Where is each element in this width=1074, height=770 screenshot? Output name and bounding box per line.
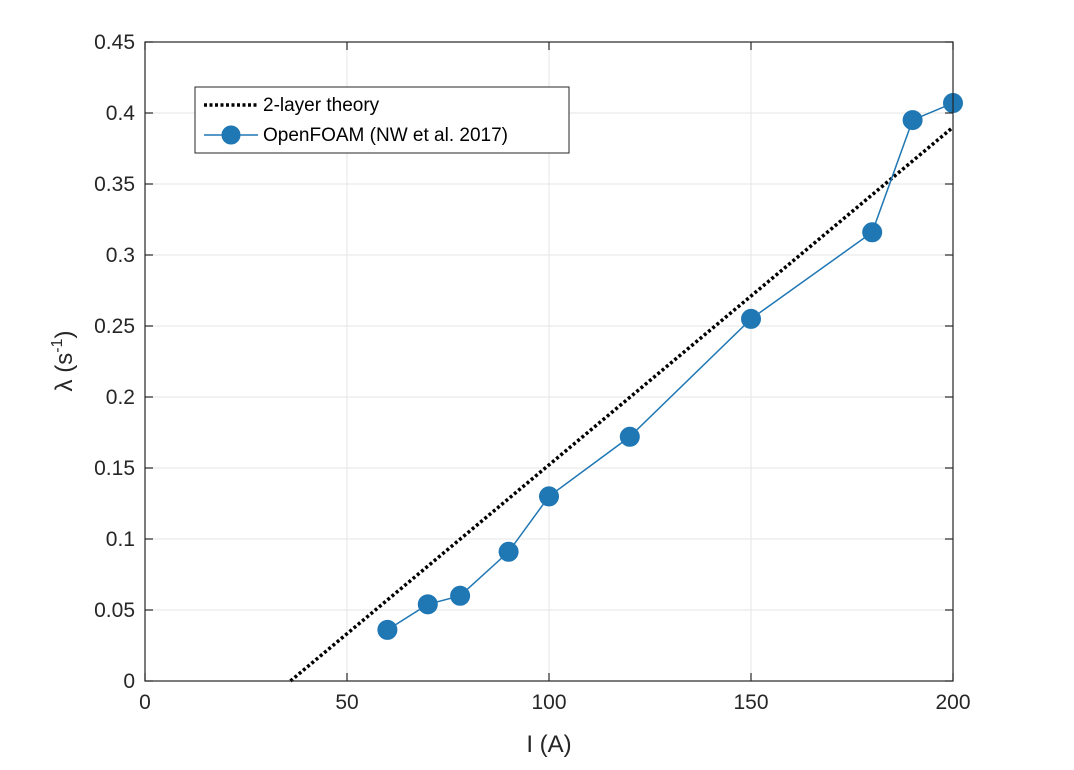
series-openfoam-line [386,102,954,631]
y-tick-label: 0.05 [94,599,135,622]
y-tick-label: 0.25 [94,315,135,338]
y-axis-label-close: ) [51,331,78,339]
x-tick-label: 0 [139,691,151,714]
y-tick-label: 0.3 [106,244,135,267]
openfoam-point [417,594,438,615]
legend: 2-layer theory OpenFOAM (NW et al. 2017) [194,86,570,154]
legend-label-theory: 2-layer theory [263,95,380,116]
y-tick-label: 0.45 [94,31,135,54]
y-tick-label: 0.15 [94,457,135,480]
y-axis-label-sup: -1 [49,338,66,352]
openfoam-point [862,222,883,243]
x-tick-label: 150 [733,691,768,714]
y-axis-label-base: λ (s [51,353,78,392]
x-axis-label: I (A) [526,731,571,758]
openfoam-point [377,619,398,640]
y-tick-label: 0.1 [106,528,135,551]
openfoam-point [539,486,559,507]
series-theory-line [289,125,955,683]
x-tick-label: 50 [335,691,358,714]
openfoam-point [498,541,519,562]
openfoam-point [741,308,761,329]
tick-labels: 0 50 100 150 200 0 0.05 0.1 0.15 0.2 0.25 0.3 0.35 0.… [94,31,970,714]
y-tick-label: 0 [123,670,135,693]
openfoam-point [450,585,471,606]
y-tick-label: 0.4 [106,102,136,125]
x-tick-label: 100 [531,691,566,714]
openfoam-point [902,110,923,131]
legend-box [194,86,570,154]
y-axis-label: λ (s-1) [49,331,78,392]
y-tick-label: 0.35 [94,173,135,196]
axis-ticks [144,41,954,682]
openfoam-point [619,426,640,447]
legend-label-openfoam: OpenFOAM (NW et al. 2017) [263,125,508,146]
legend-swatch-openfoam-marker [221,125,241,145]
x-tick-label: 200 [935,691,970,714]
y-tick-label: 0.2 [106,386,135,409]
